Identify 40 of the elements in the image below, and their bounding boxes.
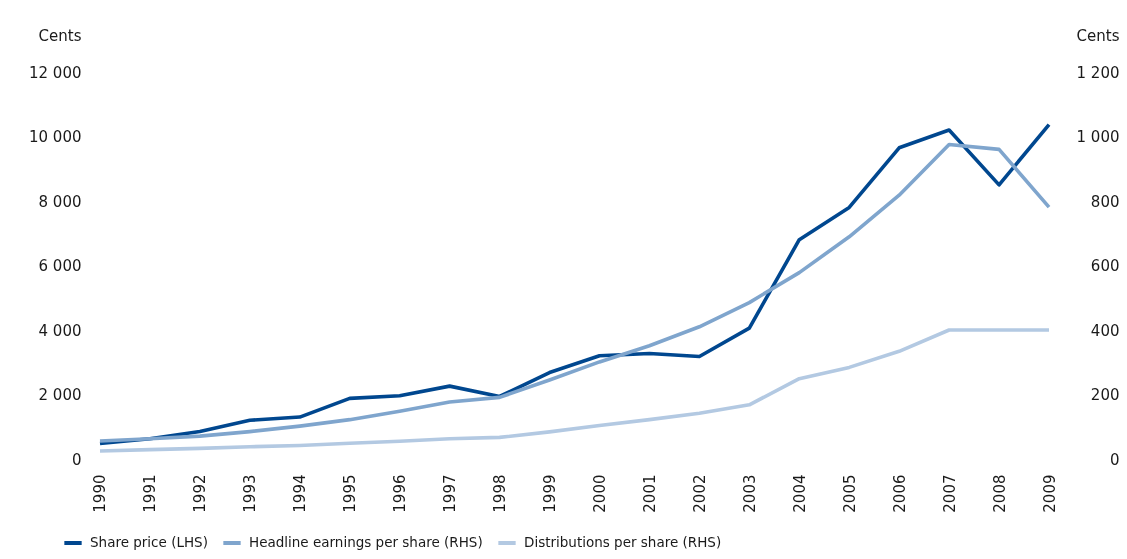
x-tick-label: 1990	[91, 474, 110, 513]
y2-tick-label: 1 000	[1076, 128, 1120, 146]
x-tick-label: 2001	[640, 474, 659, 513]
y2-tick-label: 400	[1090, 321, 1120, 340]
y-tick-label: 0	[71, 450, 82, 469]
x-tick-label: 1995	[341, 474, 360, 513]
x-tick-label: 1994	[291, 474, 310, 513]
x-tick-label: 1997	[441, 474, 460, 513]
y-tick-label: 6 000	[38, 257, 82, 275]
y2-tick-label: 600	[1090, 257, 1120, 275]
x-tick-label: 2004	[790, 474, 809, 513]
legend-label: Distributions per share (RHS)	[524, 534, 722, 550]
legend-label: Headline earnings per share (RHS)	[249, 534, 483, 550]
y2-tick-label: 0	[1109, 450, 1120, 469]
y2-axis-title: Cents	[1076, 26, 1120, 45]
y-tick-label: 8 000	[38, 192, 82, 211]
x-tick-label: 1992	[191, 474, 210, 513]
x-tick-label: 2007	[940, 474, 959, 513]
y2-tick-label: 1 200	[1076, 63, 1120, 82]
x-tick-label: 1998	[491, 474, 510, 513]
x-tick-label: 1993	[241, 474, 260, 513]
y-tick-label: 2 000	[38, 386, 82, 404]
x-tick-label: 1991	[141, 474, 160, 513]
x-tick-label: 1996	[391, 474, 410, 513]
y-tick-label: 12 000	[29, 63, 82, 82]
x-tick-label: 2002	[690, 474, 709, 513]
x-tick-label: 2000	[590, 474, 609, 513]
x-tick-label: 2008	[990, 474, 1009, 513]
y-axis-title: Cents	[38, 26, 82, 45]
x-tick-label: 1999	[541, 474, 560, 513]
x-tick-label: 2005	[840, 474, 859, 513]
legend-label: Share price (LHS)	[90, 534, 208, 550]
y2-tick-label: 200	[1090, 386, 1120, 404]
y2-tick-label: 800	[1090, 192, 1120, 211]
line-series	[98, 328, 1051, 453]
x-tick-label: 2006	[890, 474, 909, 513]
x-tick-label: 2009	[1040, 474, 1059, 513]
x-tick-label: 2003	[740, 474, 759, 513]
y-tick-label: 10 000	[29, 128, 82, 146]
y-tick-label: 4 000	[38, 321, 82, 340]
